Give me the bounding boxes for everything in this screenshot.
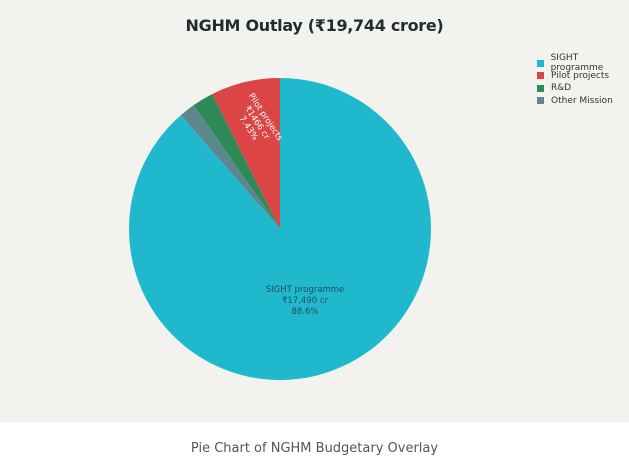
chart-area: NGHM Outlay (₹19,744 crore) SIGHT progra… [0,0,629,422]
legend-swatch [537,84,544,92]
pie-slice-pilot-projects[interactable] [212,78,280,229]
slice-label-sight: ₹17,490 cr [282,296,329,306]
legend-label: Other Mission [551,95,613,106]
legend-swatch [537,97,544,105]
legend: SIGHT programme Pilot projects R&D Other… [537,53,629,108]
legend-label: SIGHT programme [550,53,604,74]
legend-swatch [537,72,544,80]
slice-label-sight: 88.6% [291,307,318,317]
legend-item-sight[interactable]: SIGHT programme [537,53,629,73]
legend-swatch [537,59,544,67]
slice-label-sight: SIGHT programme [266,285,345,295]
legend-item-other[interactable]: Other Mission [537,95,629,108]
figure-caption: Pie Chart of NGHM Budgetary Overlay [190,441,439,456]
chart-title: NGHM Outlay (₹19,744 crore) [185,16,444,35]
legend-label: R&D [551,83,572,94]
pie-slice-r-d[interactable] [193,94,280,230]
legend-label: Pilot projects [551,70,610,81]
legend-item-pilot[interactable]: Pilot projects [537,70,629,83]
pie-slice-other-mission[interactable] [180,105,280,229]
pie-slice-sight-programme[interactable] [128,78,432,380]
legend-item-rnd[interactable]: R&D [537,82,629,95]
